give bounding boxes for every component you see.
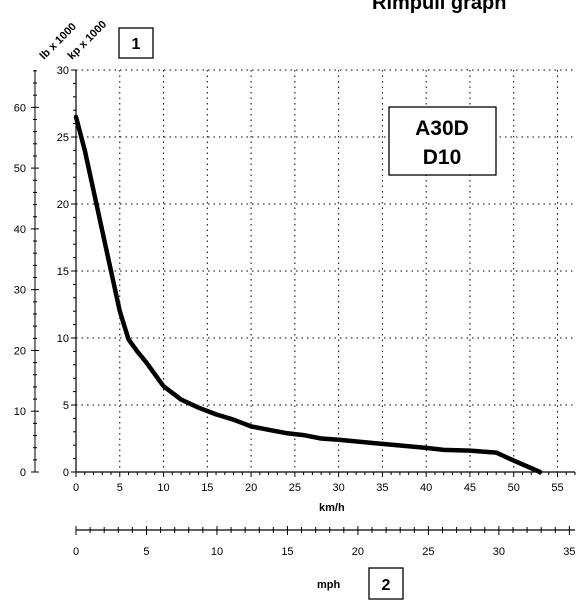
lb-tick-label: 40 (14, 224, 26, 236)
mph-tick-label: 0 (73, 546, 79, 558)
kmh-axis-label: km/h (319, 502, 345, 514)
lb-axis: 0 10 20 30 40 50 60 (14, 70, 39, 479)
kp-axis: 0 5 10 15 20 25 30 (57, 65, 76, 479)
kmh-tick-label: 30 (333, 482, 345, 494)
mph-tick-label: 5 (143, 546, 149, 558)
kp-tick-label: 5 (63, 400, 69, 412)
kmh-tick-label: 45 (464, 482, 476, 494)
model-variant: D10 (423, 146, 462, 169)
mph-tick-label: 20 (352, 546, 364, 558)
model-box: A30D D10 (388, 106, 497, 176)
kp-tick-label: 30 (57, 65, 69, 77)
mph-axis: 0 5 10 15 20 25 30 35 (73, 526, 575, 558)
kmh-tick-label: 40 (420, 482, 432, 494)
kmh-tick-label: 5 (117, 482, 123, 494)
callout-box-2: 2 (368, 567, 404, 600)
callout-2-label: 2 (382, 577, 391, 594)
kmh-tick-label: 10 (157, 482, 169, 494)
lb-tick-label: 50 (14, 163, 26, 175)
kp-tick-label: 20 (57, 199, 69, 211)
kmh-tick-label: 15 (201, 482, 213, 494)
mph-tick-label: 35 (563, 546, 575, 558)
kp-tick-label: 10 (57, 333, 69, 345)
kmh-tick-label: 55 (551, 482, 563, 494)
chart-title: Rimpull graph (372, 0, 506, 14)
lb-tick-label: 10 (14, 406, 26, 418)
kmh-tick-label: 50 (508, 482, 520, 494)
kmh-axis: 0 5 10 15 20 25 30 35 40 45 50 55 (73, 472, 576, 494)
mph-tick-label: 10 (211, 546, 223, 558)
kmh-tick-label: 0 (73, 482, 79, 494)
kmh-tick-label: 25 (289, 482, 301, 494)
grid (76, 69, 575, 472)
mph-tick-label: 25 (422, 546, 434, 558)
kmh-tick-label: 20 (245, 482, 257, 494)
kp-tick-label: 15 (57, 266, 69, 278)
kp-tick-label: 0 (63, 467, 69, 479)
lb-tick-label: 60 (14, 102, 26, 114)
lb-tick-label: 0 (20, 467, 26, 479)
model-name: A30D (415, 117, 469, 140)
lb-tick-label: 20 (14, 345, 26, 357)
callout-box-1: 1 (118, 27, 154, 59)
callout-1-label: 1 (132, 36, 141, 53)
lb-tick-label: 30 (14, 285, 26, 297)
mph-tick-label: 30 (493, 546, 505, 558)
kmh-tick-label: 35 (376, 482, 388, 494)
rimpull-curve (73, 114, 543, 475)
kp-tick-label: 25 (57, 132, 69, 144)
mph-axis-label: mph (317, 579, 341, 591)
mph-tick-label: 15 (281, 546, 293, 558)
